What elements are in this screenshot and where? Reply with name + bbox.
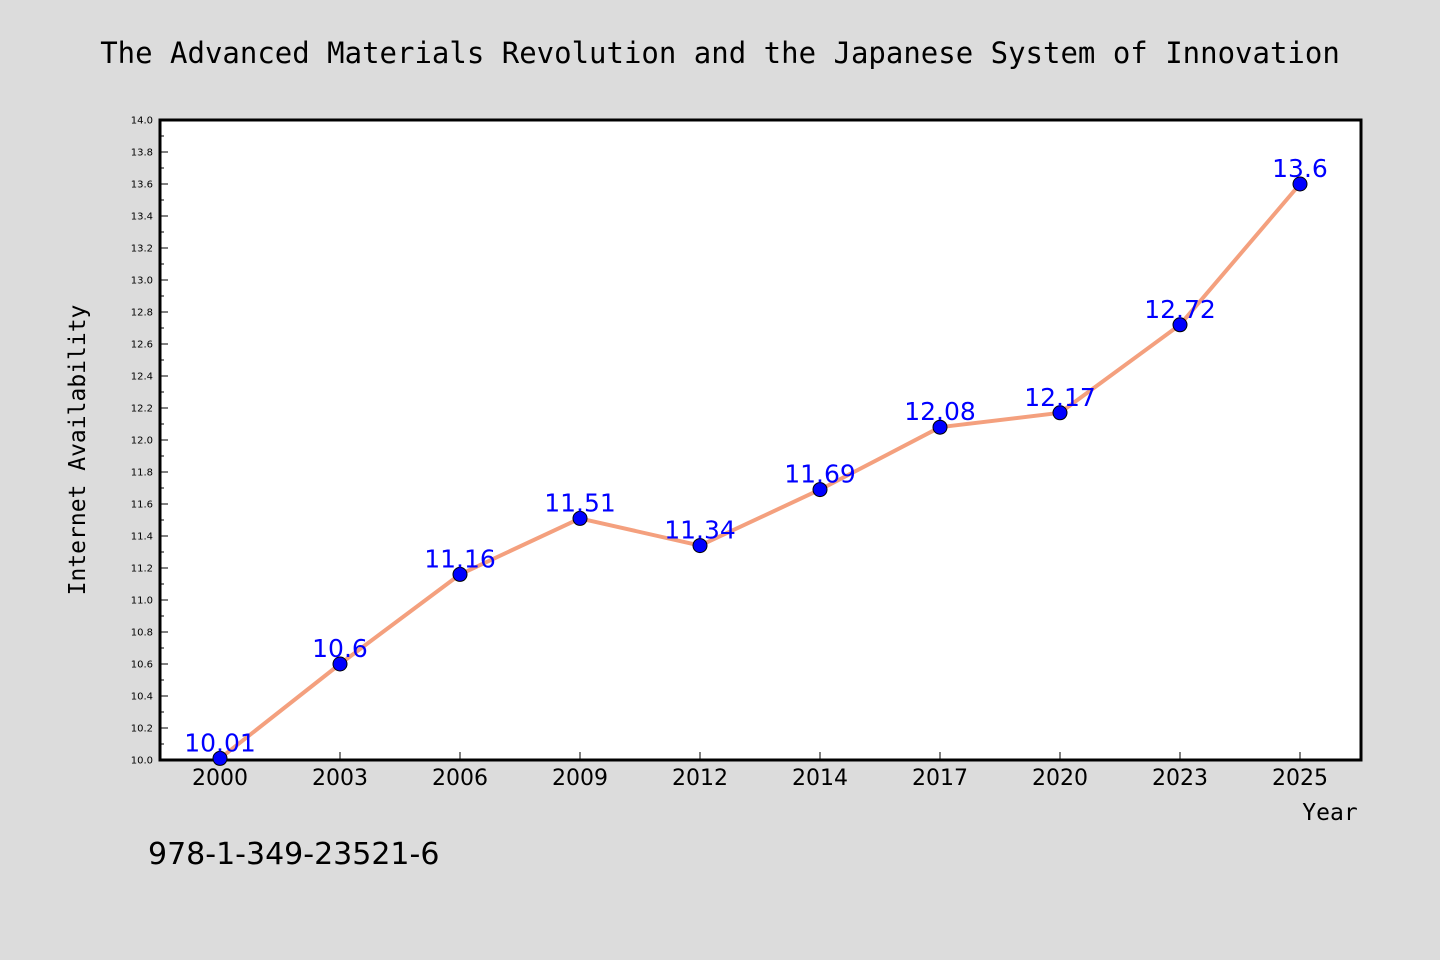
data-point	[1052, 405, 1068, 421]
y-tick-label: 10.6	[131, 660, 153, 671]
y-tick-label: 12.2	[131, 404, 153, 415]
data-point	[452, 566, 468, 582]
data-labels: 10.01 10.6 11.16 11.51 11.34 11.69 12.08 12.17 1…	[184, 154, 1328, 757]
data-point	[572, 510, 588, 526]
x-tick-label: 2017	[912, 766, 968, 791]
chart-title: The Advanced Materials Revolution and th…	[100, 36, 1340, 70]
x-tick-label: 2006	[432, 766, 488, 791]
x-tick-label: 2003	[312, 766, 368, 791]
y-axis: 10.0 10.2 10.4 10.6 10.8 11.0 11.2 11.4 11.6 11.8…	[131, 116, 168, 767]
data-point	[1292, 176, 1308, 192]
x-axis-label: Year	[1302, 800, 1357, 826]
data-label: 13.6	[1272, 154, 1328, 183]
plot-area	[158, 118, 1363, 762]
y-tick-label: 12.4	[131, 372, 153, 383]
x-tick-label: 2012	[672, 766, 728, 791]
data-label: 10.01	[184, 728, 256, 757]
data-point	[932, 419, 948, 435]
data-point	[692, 538, 708, 554]
y-tick-label: 13.4	[131, 212, 153, 223]
x-tick-label: 2023	[1152, 766, 1208, 791]
x-tick-label: 2025	[1272, 766, 1328, 791]
y-tick-label: 11.6	[131, 500, 153, 511]
y-tick-label: 14.0	[131, 116, 153, 127]
x-axis: 2000 2003 2006 2009 2012 2014 2017 2020 2023 2025	[192, 752, 1328, 791]
x-tick-label: 2009	[552, 766, 608, 791]
y-tick-label: 13.6	[131, 180, 153, 191]
data-label: 12.08	[904, 397, 976, 426]
data-label: 12.72	[1144, 295, 1216, 324]
y-tick-label: 13.2	[131, 244, 153, 255]
data-label: 10.6	[312, 634, 368, 663]
x-tick-label: 2000	[192, 766, 248, 791]
series-line	[218, 182, 1302, 760]
data-label: 11.69	[784, 460, 856, 489]
x-tick-label: 2014	[792, 766, 848, 791]
y-tick-label: 10.4	[131, 692, 153, 703]
y-tick-label: 11.4	[131, 532, 153, 543]
data-point	[332, 656, 348, 672]
y-tick-label: 10.8	[131, 628, 153, 639]
y-tick-label: 12.6	[131, 340, 153, 351]
data-label: 11.16	[424, 544, 496, 573]
isbn-text: 978-1-349-23521-6	[148, 837, 439, 872]
y-tick-label: 13.0	[131, 276, 153, 287]
y-tick-label: 10.0	[131, 756, 153, 767]
series-group	[212, 176, 1308, 766]
y-tick-label: 12.8	[131, 308, 153, 319]
y-axis-label: Internet Availability	[65, 305, 91, 596]
data-label: 11.51	[544, 488, 616, 517]
data-point	[1172, 317, 1188, 333]
data-label: 11.34	[664, 516, 736, 545]
y-tick-label: 11.2	[131, 564, 153, 575]
data-point	[212, 750, 228, 766]
y-tick-label: 11.0	[131, 596, 153, 607]
y-tick-label: 13.8	[131, 148, 153, 159]
y-tick-label: 10.2	[131, 724, 153, 735]
y-tick-label: 11.8	[131, 468, 153, 479]
y-tick-label: 12.0	[131, 436, 153, 447]
data-point	[812, 482, 828, 498]
x-tick-label: 2020	[1032, 766, 1088, 791]
data-label: 12.17	[1024, 383, 1096, 412]
